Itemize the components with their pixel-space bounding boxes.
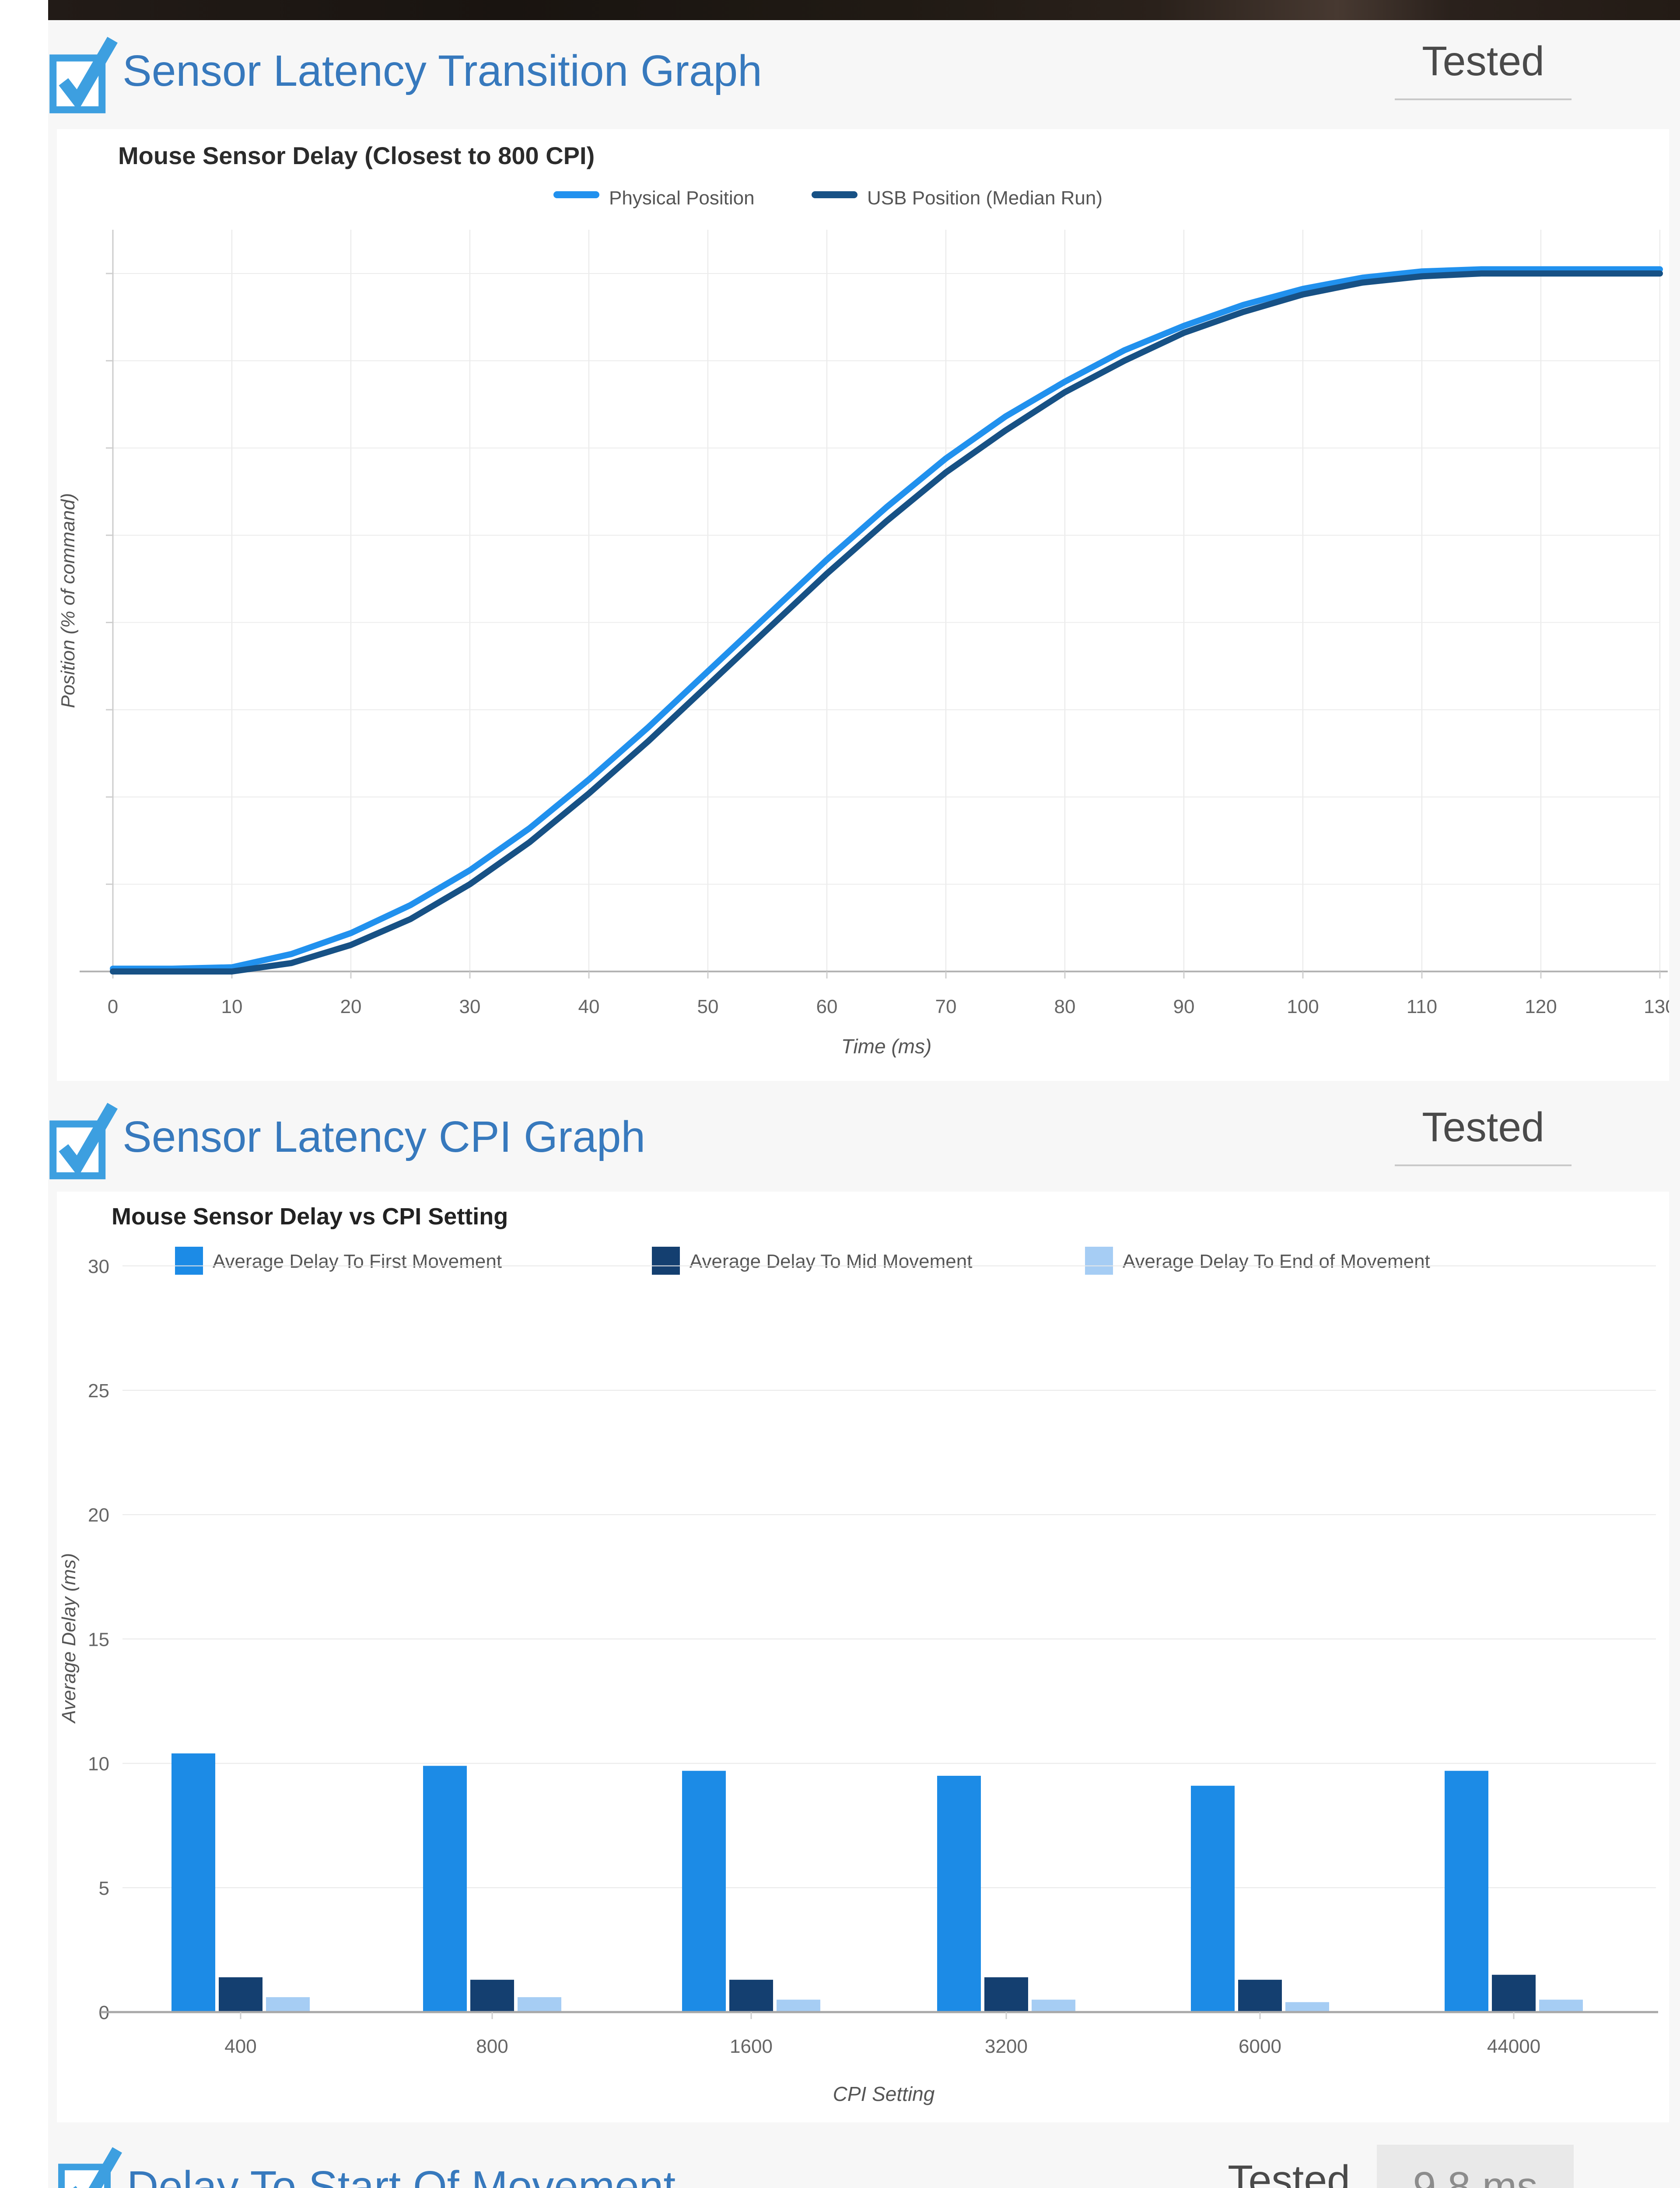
x-tick-label: 6000 <box>1239 2036 1281 2057</box>
x-tick-label: 400 <box>224 2036 256 2057</box>
y-tick-label: 10 <box>88 1753 109 1775</box>
section-title-link[interactable]: Sensor Latency CPI Graph <box>122 1112 646 1161</box>
bar <box>266 1997 310 2012</box>
y-tick-label: 20 <box>88 1504 109 1526</box>
checked-checkbox-icon[interactable] <box>48 27 118 117</box>
legend-swatch <box>1085 1247 1113 1275</box>
y-tick-label: 5 <box>99 1878 109 1899</box>
x-tick-label: 40 <box>578 996 600 1017</box>
result-row-delay-start: Delay To Start Of Movement Tested 9.8 ms <box>48 2128 1680 2188</box>
legend-swatch <box>553 191 599 198</box>
legend-item[interactable]: Average Delay To First Movement <box>175 1247 502 1275</box>
legend-swatch <box>812 191 858 198</box>
legend-item[interactable]: Physical Position <box>553 187 755 209</box>
x-axis-title: CPI Setting <box>833 2083 935 2105</box>
bar <box>777 1999 820 2012</box>
physical-position-line <box>110 266 1663 972</box>
legend-label: Average Delay To End of Movement <box>1123 1251 1430 1272</box>
bar <box>518 1997 561 2012</box>
bar <box>1492 1974 1536 2012</box>
bar <box>682 1771 726 2012</box>
result-row-left: Delay To Start Of Movement <box>57 2147 676 2188</box>
x-tick-label: 0 <box>108 996 118 1017</box>
chart-title: Mouse Sensor Delay vs CPI Setting <box>112 1203 508 1230</box>
bar <box>937 1776 981 2012</box>
legend-label: Physical Position <box>609 187 755 209</box>
legend-label: Average Delay To First Movement <box>213 1251 502 1272</box>
section-title-link[interactable]: Sensor Latency Transition Graph <box>122 46 762 95</box>
x-tick-label: 60 <box>816 996 838 1017</box>
tested-status-wrap: Tested <box>1395 1104 1572 1166</box>
tested-status: Tested <box>1395 1104 1572 1166</box>
x-tick-label: 50 <box>697 996 719 1017</box>
section-header-transition: Sensor Latency Transition Graph Tested <box>48 27 1680 128</box>
bar <box>172 1753 215 2012</box>
bar <box>1539 1999 1583 2012</box>
cpi-chart-canvas: Mouse Sensor Delay vs CPI Setting Average… <box>58 1203 1658 2105</box>
legend-label: USB Position (Median Run) <box>867 187 1102 209</box>
bar <box>729 1980 773 2012</box>
bar <box>219 1977 262 2012</box>
sensor-latency-transition-chart: Mouse Sensor Delay (Closest to 800 CPI) P… <box>57 129 1669 1081</box>
x-tick-label: 1600 <box>730 2036 773 2057</box>
bar <box>470 1980 514 2012</box>
tested-status: Tested <box>1204 2156 1374 2188</box>
x-tick-label: 90 <box>1173 996 1195 1017</box>
product-photo-edge-top <box>48 0 1680 20</box>
x-tick-label: 800 <box>476 2036 508 2057</box>
bar <box>423 1766 467 2012</box>
bar <box>984 1977 1028 2012</box>
x-tick-label: 110 <box>1407 996 1437 1017</box>
y-tick-label: 30 <box>88 1256 109 1277</box>
bar <box>1285 2002 1329 2012</box>
x-tick-label: 20 <box>340 996 362 1017</box>
x-tick-label: 80 <box>1054 996 1076 1017</box>
legend-label: Average Delay To Mid Movement <box>690 1251 972 1272</box>
checked-checkbox-icon[interactable] <box>48 1093 118 1183</box>
y-tick-label: 15 <box>88 1629 109 1650</box>
test-results-list: Delay To Start Of Movement Tested 9.8 ms… <box>48 2128 1680 2188</box>
legend-swatch <box>652 1247 680 1275</box>
x-tick-label: 10 <box>221 996 243 1017</box>
sensor-latency-cpi-chart: Mouse Sensor Delay vs CPI Setting Average… <box>57 1192 1669 2122</box>
bar <box>1238 1980 1282 2012</box>
y-axis-title: Position (% of command) <box>57 493 79 708</box>
tested-status: Tested <box>1395 38 1572 100</box>
x-tick-label: 70 <box>935 996 957 1017</box>
section-header-cpi: Sensor Latency CPI Graph Tested <box>48 1093 1680 1194</box>
x-tick-label: 30 <box>459 996 481 1017</box>
bar <box>1032 1999 1075 2012</box>
legend-item[interactable]: Average Delay To Mid Movement <box>652 1247 972 1275</box>
bar <box>1191 1785 1235 2012</box>
result-value-badge: 9.8 ms <box>1377 2144 1574 2188</box>
checked-checkbox-icon[interactable] <box>57 2138 122 2188</box>
x-tick-label: 3200 <box>985 2036 1028 2057</box>
y-tick-label: 25 <box>88 1380 109 1402</box>
chart-title: Mouse Sensor Delay (Closest to 800 CPI) <box>118 142 595 169</box>
usb-position-line <box>110 270 1663 975</box>
x-tick-label: 130 <box>1644 996 1669 1017</box>
x-axis-title: Time (ms) <box>841 1035 932 1058</box>
result-label-link[interactable]: Delay To Start Of Movement <box>127 2162 676 2188</box>
transition-chart-canvas: Mouse Sensor Delay (Closest to 800 CPI) P… <box>57 142 1669 1058</box>
result-row-right: Tested 9.8 ms <box>1204 2144 1574 2188</box>
bar <box>1445 1771 1488 2012</box>
tested-status-wrap: Tested <box>1395 38 1572 100</box>
x-tick-label: 44000 <box>1487 2036 1540 2057</box>
x-tick-label: 100 <box>1287 996 1319 1017</box>
legend-item[interactable]: USB Position (Median Run) <box>812 187 1102 209</box>
legend-swatch <box>175 1247 203 1275</box>
x-tick-label: 120 <box>1525 996 1557 1017</box>
legend-item[interactable]: Average Delay To End of Movement <box>1085 1247 1430 1275</box>
y-axis-title: Average Delay (ms) <box>58 1553 80 1724</box>
